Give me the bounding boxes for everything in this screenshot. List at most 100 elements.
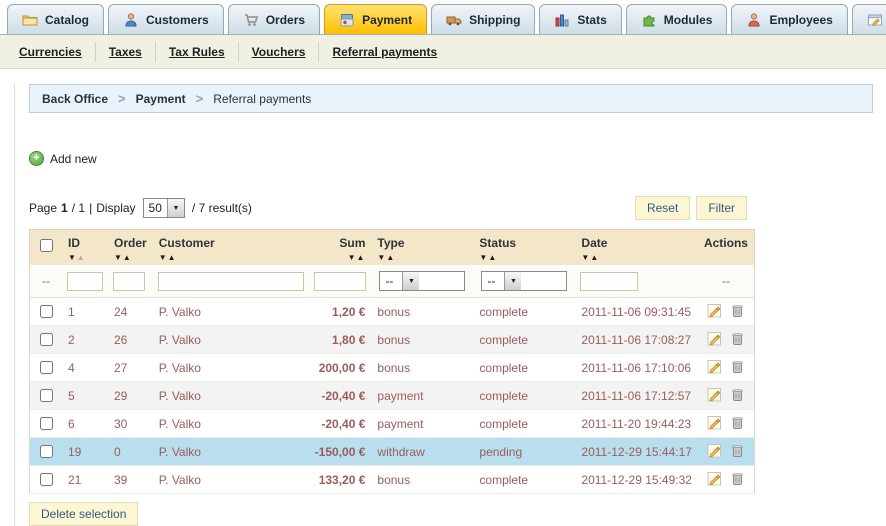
catalog-icon: [22, 12, 38, 28]
pagination: Page 1 / 1 | Display 50 ▼ / 7 result(s): [29, 198, 252, 218]
breadcrumb: Back Office > Payment > Referral payment…: [29, 84, 873, 113]
edit-icon[interactable]: [707, 387, 722, 402]
delete-icon[interactable]: [730, 359, 745, 374]
sort-asc-icon[interactable]: ▲: [590, 253, 599, 262]
sort-desc-icon[interactable]: ▼: [347, 253, 356, 262]
subnav-vouchers[interactable]: Vouchers: [239, 41, 320, 62]
row-checkbox[interactable]: [40, 445, 53, 458]
filter-status-select[interactable]: -- ▼: [481, 271, 568, 291]
filter-dash: --: [42, 274, 50, 288]
filter-buttons: Reset Filter: [634, 196, 747, 220]
subnav-tax-rules[interactable]: Tax Rules: [156, 41, 239, 62]
column-header-customer: Customer: [158, 236, 215, 250]
tab-label: Catalog: [45, 12, 90, 27]
referral-payments-table: ID ▼▲ Order ▼▲ Customer ▼▲ Sum ▼▲ Type: [29, 229, 755, 494]
orders-icon: [243, 12, 259, 28]
tab-label: Shipping: [469, 12, 521, 27]
delete-icon[interactable]: [730, 303, 745, 318]
table-row[interactable]: 4 27 P. Valko 200,00 € bonus complete 20…: [29, 353, 755, 382]
page-label: Page: [29, 201, 58, 215]
select-all-checkbox[interactable]: [40, 239, 53, 252]
filter-button[interactable]: Filter: [696, 196, 747, 220]
filter-id-input[interactable]: [67, 271, 103, 291]
subnav-currencies[interactable]: Currencies: [6, 41, 96, 62]
chevron-down-icon: ▼: [402, 272, 420, 290]
tab-customers[interactable]: Customers: [108, 4, 224, 34]
tab-preferences[interactable]: Preferences: [851, 4, 886, 34]
delete-icon[interactable]: [730, 471, 745, 486]
reset-button[interactable]: Reset: [634, 196, 691, 220]
breadcrumb-back-office[interactable]: Back Office: [42, 91, 109, 106]
table-row[interactable]: 21 39 P. Valko 133,20 € bonus complete 2…: [29, 465, 755, 494]
filter-sum-input[interactable]: [314, 271, 367, 291]
tab-label: Employees: [769, 12, 833, 27]
tab-shipping[interactable]: Shipping: [431, 4, 536, 34]
pipe: |: [89, 201, 93, 215]
edit-icon[interactable]: [707, 303, 722, 318]
sort-asc-icon[interactable]: ▲: [167, 253, 176, 262]
delete-icon[interactable]: [730, 331, 745, 346]
tab-payment[interactable]: Payment: [324, 4, 428, 34]
tab-label: Stats: [577, 12, 607, 27]
tab-employees[interactable]: Employees: [731, 4, 848, 34]
sort-asc-icon[interactable]: ▲: [488, 253, 497, 262]
row-checkbox[interactable]: [40, 417, 53, 430]
row-checkbox[interactable]: [40, 333, 53, 346]
delete-icon[interactable]: [730, 443, 745, 458]
tab-orders[interactable]: Orders: [227, 4, 321, 34]
table-row[interactable]: 5 29 P. Valko -20,40 € payment complete …: [29, 381, 755, 410]
delete-icon[interactable]: [730, 387, 745, 402]
chevron-down-icon: ▼: [504, 272, 522, 290]
shipping-icon: [446, 12, 462, 28]
subnav-taxes[interactable]: Taxes: [96, 41, 156, 62]
display-count-select[interactable]: 50 ▼: [142, 198, 185, 218]
edit-icon[interactable]: [707, 359, 722, 374]
row-checkbox[interactable]: [40, 389, 53, 402]
edit-icon[interactable]: [707, 471, 722, 486]
subnav-referral-payments[interactable]: Referral payments: [332, 44, 438, 59]
add-new-button[interactable]: + Add new: [29, 151, 97, 166]
filter-status-value: --: [487, 274, 496, 288]
table-row[interactable]: 2 26 P. Valko 1,80 € bonus complete 2011…: [29, 325, 755, 354]
delete-selection-button[interactable]: Delete selection: [29, 502, 139, 526]
sort-desc-icon[interactable]: ▼: [114, 253, 122, 262]
table-row[interactable]: 1 24 P. Valko 1,20 € bonus complete 2011…: [29, 297, 755, 326]
tab-stats[interactable]: Stats: [539, 4, 622, 34]
tab-modules[interactable]: Modules: [625, 4, 728, 34]
display-label: Display: [96, 201, 136, 215]
sort-desc-icon[interactable]: ▼: [581, 253, 590, 262]
row-checkbox[interactable]: [40, 305, 53, 318]
row-checkbox[interactable]: [40, 473, 53, 486]
add-new-label: Add new: [50, 151, 97, 166]
edit-icon[interactable]: [707, 331, 722, 346]
column-header-type: Type: [377, 236, 405, 250]
table-row-highlighted[interactable]: 19 0 P. Valko -150,00 € withdraw pending…: [29, 437, 755, 466]
sort-desc-icon[interactable]: ▼: [479, 253, 488, 262]
sort-asc-icon[interactable]: ▲: [76, 253, 85, 262]
column-header-status: Status: [479, 236, 517, 250]
edit-icon[interactable]: [707, 443, 722, 458]
edit-icon[interactable]: [707, 415, 722, 430]
sort-desc-icon[interactable]: ▼: [68, 253, 76, 262]
delete-icon[interactable]: [730, 415, 745, 430]
table-body: 1 24 P. Valko 1,20 € bonus complete 2011…: [29, 297, 755, 494]
filter-customer-input[interactable]: [157, 271, 304, 291]
row-checkbox[interactable]: [40, 361, 53, 374]
breadcrumb-payment[interactable]: Payment: [135, 91, 186, 106]
tab-label: Modules: [663, 12, 713, 27]
sort-asc-icon[interactable]: ▲: [386, 253, 395, 262]
sort-desc-icon[interactable]: ▼: [158, 253, 167, 262]
employees-icon: [746, 12, 762, 28]
page-total: / 1: [71, 201, 86, 215]
filter-order-input[interactable]: [113, 271, 145, 291]
table-filter-row: -- -- ▼ -- ▼ --: [29, 265, 755, 298]
add-plus-icon: +: [29, 151, 44, 166]
filter-type-select[interactable]: -- ▼: [379, 271, 466, 291]
table-row[interactable]: 6 30 P. Valko -20,40 € payment complete …: [29, 409, 755, 438]
tab-catalog[interactable]: Catalog: [7, 4, 105, 34]
main-tab-bar: Catalog Customers Orders Payment Shippin…: [0, 0, 886, 35]
sort-asc-icon[interactable]: ▲: [122, 253, 131, 262]
sort-asc-icon[interactable]: ▲: [356, 253, 365, 262]
filter-date-input[interactable]: [580, 271, 639, 291]
sort-desc-icon[interactable]: ▼: [377, 253, 386, 262]
